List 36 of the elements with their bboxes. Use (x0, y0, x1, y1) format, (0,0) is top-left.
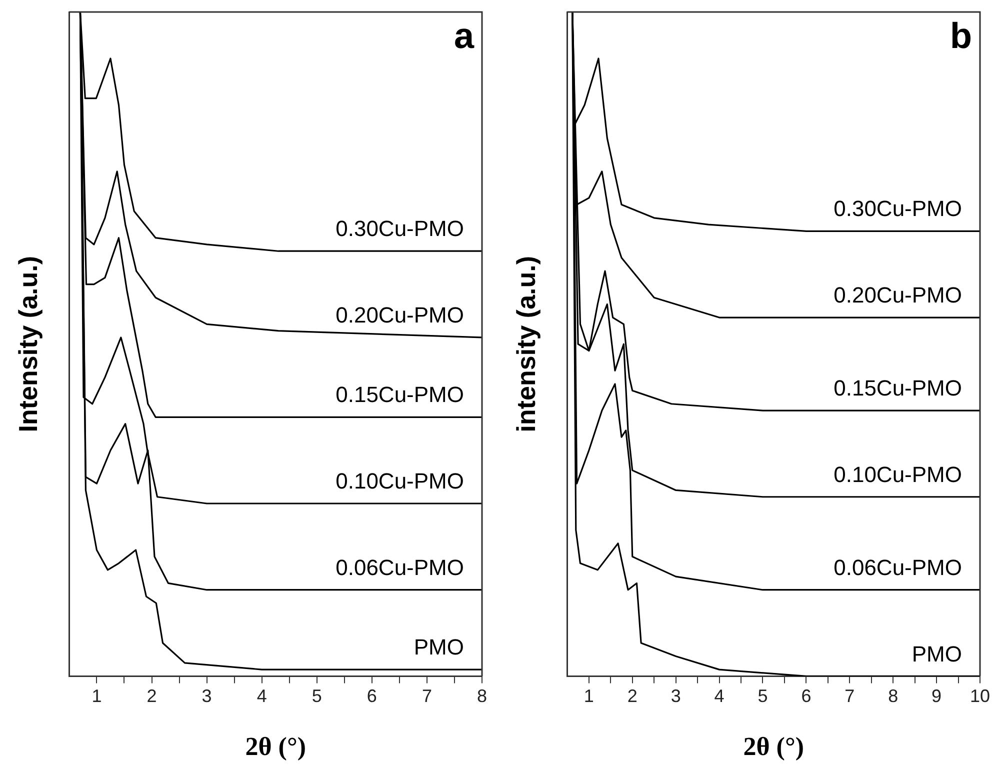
x-axis-title: 2θ (°) (245, 732, 306, 762)
series-label: 0.10Cu-PMO (336, 468, 464, 494)
x-axis-title: 2θ (°) (743, 732, 804, 762)
annotation: a (454, 14, 475, 56)
series-label: 0.15Cu-PMO (336, 382, 464, 408)
x-tick-label: 1 (584, 686, 594, 706)
series-label: 0.15Cu-PMO (834, 376, 962, 401)
x-tick-label: 4 (256, 686, 267, 706)
series-label: 0.10Cu-PMO (834, 462, 962, 487)
series-label: 0.20Cu-PMO (336, 302, 464, 328)
x-tick-label: 7 (844, 686, 855, 706)
x-tick-label: 5 (312, 686, 322, 706)
x-tick-label: 2 (146, 686, 157, 706)
x-tick-label: 8 (476, 686, 488, 706)
x-tick-label: 6 (366, 686, 377, 706)
x-tick-label: 10 (970, 686, 990, 706)
x-tick-label: 2 (627, 686, 638, 706)
y-axis-title: Intensity (a.u.) (12, 256, 43, 432)
x-tick-label: 6 (801, 686, 812, 706)
x-tick-label: 8 (888, 686, 898, 706)
series-label: PMO (414, 634, 464, 660)
x-tick-label: 1 (92, 686, 102, 706)
x-tick-label: 7 (422, 686, 432, 706)
x-tick-label: 5 (758, 686, 768, 706)
series-label: PMO (912, 641, 962, 666)
series-label: 0.20Cu-PMO (834, 282, 962, 308)
series-label: 0.30Cu-PMO (336, 216, 464, 242)
x-tick-label: 3 (670, 686, 681, 706)
series-label: 0.06Cu-PMO (336, 554, 464, 580)
x-tick-label: 4 (714, 686, 724, 706)
y-axis-title: intensity (a.u.) (510, 256, 541, 432)
series-label: 0.06Cu-PMO (834, 554, 962, 580)
x-tick-label: 3 (202, 686, 212, 706)
series-label: 0.30Cu-PMO (834, 196, 962, 222)
x-tick-label: 9 (932, 686, 942, 706)
annotation: b (950, 14, 972, 56)
